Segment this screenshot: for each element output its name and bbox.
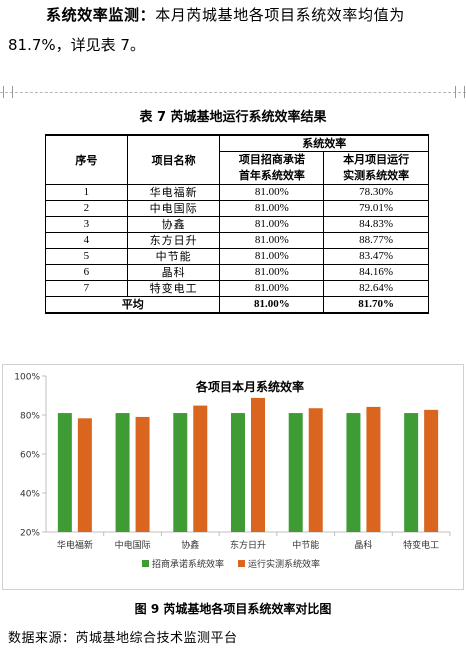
y-tick-label: 100% (14, 373, 40, 383)
row-name: 特变电工 (126, 280, 221, 297)
data-source: 数据来源：芮城基地综合技术监测平台 (8, 631, 238, 646)
row-promise: 81.00% (219, 280, 325, 297)
header-measured-line1: 本月项目运行 (343, 153, 410, 166)
bar-promise (404, 413, 419, 532)
chart-labels: 20% 40% 60% 80% 100% 华电福新 中电国际 协鑫 东方日升 中节能 晶科 特变电工 (14, 373, 439, 552)
bar-promise (57, 413, 72, 532)
chart-title: 各项目本月系统效率 (195, 379, 304, 394)
y-tick-label: 80% (20, 412, 40, 422)
header-promise-line1: 项目招商承诺 (238, 153, 305, 166)
table-row: 2 中电国际 81.00% 79.01% (45, 200, 429, 217)
legend-label: 招商承诺系统效率 (152, 558, 224, 570)
legend-swatch (142, 560, 149, 567)
header-measured-line2: 实测系统效率 (343, 169, 410, 182)
x-tick-label: 特变电工 (403, 539, 439, 551)
intro-text-line1: 本月芮城基地各项目系统效率均值为 (155, 6, 405, 24)
x-tick-label: 东方日升 (230, 539, 266, 551)
bar-promise (346, 413, 361, 532)
bar-measured (193, 405, 208, 532)
header-promise-line2: 首年系统效率 (238, 169, 305, 182)
bar-measured (308, 408, 323, 532)
x-tick-label: 中电国际 (115, 539, 151, 551)
average-promise: 81.00% (219, 296, 325, 314)
legend-label: 运行实测系统效率 (248, 558, 320, 570)
table-row: 6 晶科 81.00% 84.16% (45, 264, 429, 281)
row-measured: 84.83% (323, 216, 429, 233)
table-row: 7 特变电工 81.00% 82.64% (45, 280, 429, 297)
average-measured: 81.70% (323, 296, 429, 314)
legend-swatch (238, 560, 245, 567)
row-promise: 81.00% (219, 232, 325, 249)
x-tick-label: 协鑫 (181, 539, 199, 551)
bar-promise (173, 413, 188, 532)
x-tick-label: 华电福新 (57, 539, 93, 551)
page-break-marker-right (455, 86, 465, 98)
y-tick-label: 60% (20, 451, 40, 461)
figure-caption: 图 9 芮城基地各项目系统效率对比图 (134, 602, 332, 616)
row-measured: 82.64% (323, 280, 429, 297)
row-name: 晶科 (126, 264, 221, 281)
chart-bars (57, 397, 439, 532)
y-tick-label: 20% (20, 529, 40, 539)
row-promise: 81.00% (219, 264, 325, 281)
bar-measured (135, 416, 150, 532)
page-break-divider (0, 92, 466, 93)
y-tick-label: 40% (20, 490, 40, 500)
intro-paragraph: 系统效率监测：本月芮城基地各项目系统效率均值为 (46, 4, 405, 25)
table-row: 4 东方日升 81.00% 88.77% (45, 232, 429, 249)
average-label: 平均 (44, 296, 221, 314)
row-name: 中节能 (126, 248, 221, 265)
bar-promise (115, 413, 130, 532)
chart-legend: 招商承诺系统效率 运行实测系统效率 (142, 558, 320, 570)
bar-promise (288, 413, 303, 532)
bar-measured (251, 397, 265, 532)
header-index: 序号 (45, 134, 128, 185)
x-tick-label: 中节能 (292, 539, 319, 551)
bar-measured (366, 406, 381, 532)
chart-frame (2, 364, 464, 590)
table-caption: 表 7 芮城基地运行系统效率结果 (139, 110, 327, 125)
table-row: 3 协鑫 81.00% 84.83% (45, 216, 429, 233)
bar-measured (77, 418, 92, 532)
bar-measured (424, 409, 439, 532)
intro-text-line2: 81.7%，详见表 7。 (8, 36, 145, 54)
table-row-average: 平均 81.00% 81.70% (44, 296, 429, 314)
chart-axes (42, 375, 451, 536)
header-name: 项目名称 (126, 134, 221, 185)
intro-heading: 系统效率监测： (46, 6, 156, 24)
header-promise: 项目招商承诺 首年系统效率 (219, 151, 325, 185)
page-break-marker-left (3, 86, 13, 98)
efficiency-table: 序号 项目名称 系统效率 项目招商承诺 首年系统效率 本月项目运行 实测系统效率… (44, 134, 429, 314)
row-name: 东方日升 (126, 232, 221, 249)
bar-promise (231, 413, 245, 532)
table-row: 1 华电福新 81.00% 78.30% (45, 184, 429, 201)
x-tick-label: 晶科 (354, 539, 372, 551)
